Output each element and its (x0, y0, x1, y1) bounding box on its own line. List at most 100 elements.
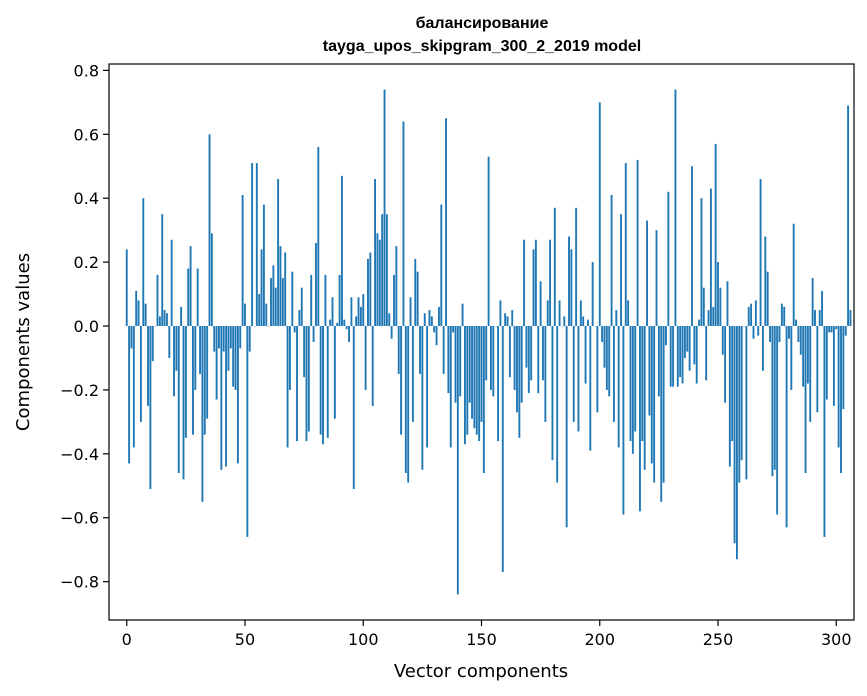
bar (740, 326, 743, 461)
bar (156, 274, 159, 327)
bar (218, 326, 220, 349)
bar (575, 207, 578, 327)
bar (499, 300, 502, 327)
bar (811, 278, 814, 327)
bar (255, 163, 258, 327)
bar (203, 326, 206, 435)
bar (291, 271, 294, 327)
bar (778, 326, 781, 342)
bar (390, 326, 393, 339)
bar (173, 326, 175, 397)
bar (125, 249, 128, 327)
bar (210, 233, 213, 327)
bar (251, 163, 254, 327)
bar (508, 326, 511, 378)
bar (350, 297, 353, 327)
bar (698, 319, 701, 327)
bar (527, 326, 530, 394)
bar (783, 306, 786, 327)
bar (544, 326, 547, 422)
bar (341, 175, 343, 327)
bar (426, 326, 429, 448)
bar (492, 326, 495, 397)
bar (539, 281, 542, 327)
bar (676, 326, 679, 387)
bar (615, 310, 618, 327)
bar (454, 326, 457, 403)
bar (785, 326, 788, 528)
bar (691, 166, 693, 327)
bar (823, 326, 826, 537)
bar (293, 326, 296, 333)
bar (648, 326, 651, 416)
bar (359, 306, 362, 327)
bar (149, 326, 152, 489)
y-axis-ticks: −0.8 −0.6 −0.4 −0.2 0.0 0.2 0.4 0.6 0.8 (60, 61, 109, 592)
bar (520, 326, 523, 403)
bar (371, 326, 374, 406)
bar (281, 278, 284, 327)
bar (570, 249, 573, 327)
bar (393, 274, 395, 327)
bar (139, 326, 142, 422)
bar (300, 287, 303, 327)
x-tick-label: 200 (584, 630, 615, 649)
bar (605, 326, 608, 390)
bar (702, 287, 705, 327)
bar (189, 246, 192, 327)
bar (163, 310, 166, 327)
bar (260, 249, 263, 327)
bar (712, 306, 715, 327)
bar (662, 326, 665, 483)
bar (400, 326, 403, 435)
bar (497, 326, 499, 442)
bar (329, 319, 332, 327)
bar (270, 278, 272, 327)
bar (504, 313, 507, 327)
bar (170, 239, 173, 327)
bar (466, 326, 469, 435)
bar (385, 214, 388, 327)
bar (752, 326, 755, 339)
bar (747, 306, 750, 327)
bar (352, 326, 355, 489)
bar (695, 326, 698, 384)
bar (799, 326, 802, 355)
bar (643, 326, 646, 470)
bar (546, 300, 549, 327)
bar (814, 310, 816, 327)
x-tick-label: 0 (122, 630, 132, 649)
bar (369, 252, 372, 327)
bar (792, 223, 795, 327)
bar (686, 326, 689, 352)
bar (750, 303, 753, 327)
bar (315, 242, 317, 327)
bar (288, 326, 291, 390)
bar (478, 326, 481, 442)
bar (319, 326, 322, 435)
bar (563, 316, 566, 327)
x-axis-label: Vector components (394, 661, 568, 682)
x-tick-label: 100 (348, 630, 379, 649)
bar (147, 326, 149, 406)
bar (849, 310, 852, 327)
y-axis-label: Components values (13, 253, 34, 431)
bar (556, 326, 559, 483)
bar (667, 191, 670, 327)
bar (303, 326, 306, 378)
bar (705, 326, 708, 381)
bar (128, 326, 131, 464)
bar (579, 300, 582, 327)
bar (331, 297, 334, 327)
x-tick-label: 50 (235, 630, 255, 649)
bar (537, 326, 540, 394)
y-tick-label: 0.2 (74, 253, 99, 272)
bar (161, 214, 164, 327)
bar (809, 326, 812, 422)
bar (286, 326, 289, 448)
bar (830, 326, 833, 333)
bar (258, 294, 261, 327)
y-tick-label: 0.6 (74, 125, 99, 144)
bar (336, 322, 339, 327)
